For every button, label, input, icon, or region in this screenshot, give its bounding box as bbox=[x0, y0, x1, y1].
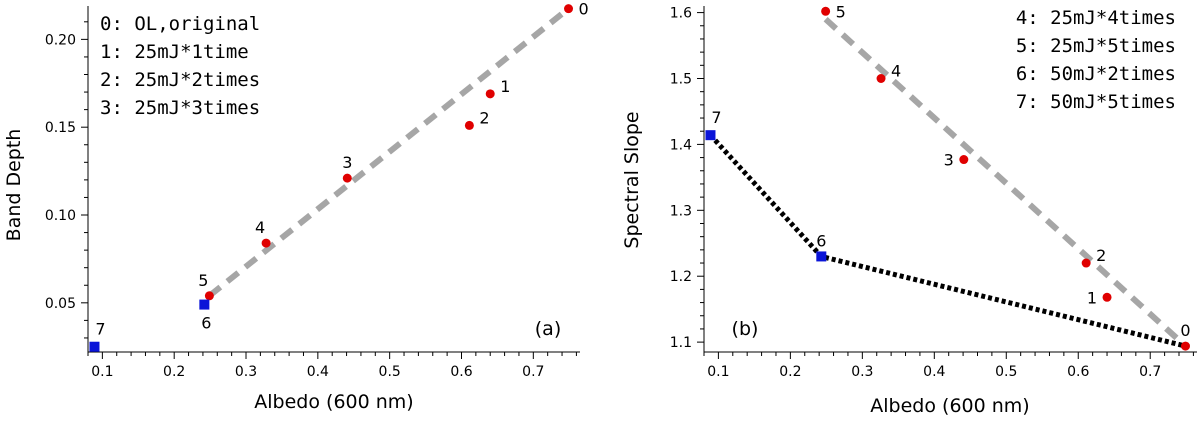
panel-a-point-2-label: 2 bbox=[479, 108, 489, 127]
panel-a-point-1-label: 1 bbox=[500, 77, 510, 96]
panel-b-y-tick-label: 1.5 bbox=[670, 71, 692, 87]
panel-b-x-tick-label: 0.1 bbox=[707, 364, 729, 380]
panel-a-y-axis-title: Band Depth bbox=[3, 129, 25, 242]
panel-b-x-tick-label: 0.7 bbox=[1139, 364, 1161, 380]
panel-a-legend: 0: OL,original 1: 25mJ*1time 2: 25mJ*2time… bbox=[100, 13, 260, 119]
panel-a-point-4-label: 4 bbox=[255, 218, 265, 237]
panel-b-tag: (b) bbox=[732, 318, 759, 340]
panel-a-legend-entry: 2: 25mJ*2times bbox=[100, 69, 260, 91]
panel-b-y-tick-label: 1.1 bbox=[670, 335, 692, 351]
panel-b-x-tick-label: 0.3 bbox=[851, 364, 873, 380]
panel-b-y-tick-label: 1.3 bbox=[670, 203, 692, 219]
panel-b-legend-entry: 7: 50mJ*5times bbox=[1016, 91, 1176, 113]
panel-b-point-7-label: 7 bbox=[711, 108, 721, 127]
panel-b-laser-25mJ-trend-line bbox=[823, 16, 1188, 349]
panel-a-point-5-marker bbox=[204, 291, 214, 301]
panel-a-points: 0 12 3 4 5 6 7 bbox=[89, 0, 589, 352]
panel-a-x-tick-label: 0.7 bbox=[522, 364, 544, 380]
panel-a-legend-entry: 0: OL,original bbox=[100, 13, 260, 35]
panel-b-x-tick-label: 0.6 bbox=[1067, 364, 1089, 380]
panel-b-x-tick-label: 0.4 bbox=[923, 364, 945, 380]
panel-a-x-tick-label: 0.3 bbox=[235, 364, 257, 380]
panel-a-point-6-marker bbox=[199, 299, 210, 310]
panel-b-point-4-label: 4 bbox=[891, 61, 901, 80]
panel-b-point-7-marker bbox=[705, 130, 716, 141]
panel-a-x-tick-label: 0.1 bbox=[91, 364, 113, 380]
panel-a-point-0-label: 0 bbox=[579, 0, 589, 19]
panel-a-point-2-marker bbox=[464, 120, 474, 130]
panel-b-point-1-label: 1 bbox=[1087, 288, 1097, 307]
panel-b-y-tick-label: 1.4 bbox=[670, 137, 692, 153]
panel-a-point-1-marker bbox=[485, 89, 495, 99]
panel-a-point-6-label: 6 bbox=[201, 314, 211, 333]
panel-a-x-tick-label: 0.4 bbox=[307, 364, 329, 380]
panel-b-point-0-marker bbox=[1180, 341, 1190, 351]
panel-b-point-6-marker bbox=[816, 251, 827, 262]
panel-b-legend-entry: 4: 25mJ*4times bbox=[1016, 7, 1176, 29]
panel-b-y-tick-label: 1.6 bbox=[670, 6, 692, 22]
panel-b-point-6-label: 6 bbox=[816, 231, 826, 250]
panel-b-point-5-label: 5 bbox=[836, 2, 846, 21]
panel-a-trend-lines bbox=[207, 6, 571, 299]
panel-b-x-axis-title: Albedo (600 nm) bbox=[870, 395, 1029, 417]
panel-a-x-tick-label: 0.2 bbox=[163, 364, 185, 380]
panel-b-point-3-marker bbox=[959, 155, 969, 165]
panel-b-point-5-marker bbox=[821, 6, 831, 16]
panel-b-point-0-label: 0 bbox=[1180, 321, 1190, 340]
panel-b-point-1-marker bbox=[1102, 292, 1112, 302]
panel-a-point-4-marker bbox=[261, 238, 271, 248]
panel-b-legend: 4: 25mJ*4times 5: 25mJ*5times 6: 50mJ*2tim… bbox=[1016, 7, 1176, 113]
panel-b-chart: 0.1 0.2 0.3 0.4 0.5 0.6 0.71.11.21.31.41.51.6 … bbox=[621, 2, 1197, 417]
panel-b-y-tick-label: 1.2 bbox=[670, 269, 692, 285]
panel-a-axes: 0.1 0.2 0.3 0.4 0.5 0.6 0.7 0.05 0.10 0.15 0.20 bbox=[45, 6, 580, 380]
panel-b-x-tick-label: 0.2 bbox=[779, 364, 801, 380]
panel-b-legend-entry: 6: 50mJ*2times bbox=[1016, 63, 1176, 85]
panel-a-point-7-marker bbox=[89, 341, 100, 352]
panel-a-y-tick-label: 0.15 bbox=[45, 120, 76, 136]
panel-a-point-0-marker bbox=[564, 4, 574, 14]
panel-a-legend-entry: 1: 25mJ*1time bbox=[100, 41, 249, 63]
panel-b-axes: 0.1 0.2 0.3 0.4 0.5 0.6 0.7 1.1 1.2 1.3 1.4 1.5 1.6 bbox=[670, 6, 1197, 380]
panel-b-points: 0 1 2 3 4 5 6 7 bbox=[705, 2, 1191, 351]
panel-a-point-7-label: 7 bbox=[95, 320, 105, 339]
panel-a-x-tick-label: 0.6 bbox=[450, 364, 472, 380]
panel-b-point-4-marker bbox=[876, 73, 886, 83]
panel-a-point-5-label: 5 bbox=[198, 271, 208, 290]
panel-b-point-3-label: 3 bbox=[944, 151, 954, 170]
panel-a-chart: 0.1 0.2 0.3 0.4 0.5 0.6 0.7 0.05 0.10 0.15 0.20 0 1… bbox=[3, 0, 589, 413]
panel-b-point-2-label: 2 bbox=[1096, 246, 1106, 265]
panel-a-point-3-marker bbox=[342, 173, 352, 183]
panel-b-legend-entry: 5: 25mJ*5times bbox=[1016, 35, 1176, 57]
panel-a-laser-25mJ-trend-line bbox=[207, 6, 571, 299]
panel-b-x-tick-label: 0.5 bbox=[995, 364, 1017, 380]
panel-a-y-tick-label: 0.10 bbox=[45, 208, 76, 224]
panel-a-y-tick-label: 0.05 bbox=[45, 296, 76, 312]
panel-a-point-3-label: 3 bbox=[342, 153, 352, 172]
panel-a-legend-entry: 3: 25mJ*3times bbox=[100, 97, 260, 119]
panel-b-point-2-marker bbox=[1081, 258, 1091, 268]
panel-a-x-axis-title: Albedo (600 nm) bbox=[254, 391, 413, 413]
panel-b-y-axis-title: Spectral Slope bbox=[621, 111, 643, 248]
panel-a-x-tick-label: 0.5 bbox=[379, 364, 401, 380]
panel-a-tag: (a) bbox=[535, 318, 561, 340]
panel-a-y-tick-label: 0.20 bbox=[45, 32, 76, 48]
